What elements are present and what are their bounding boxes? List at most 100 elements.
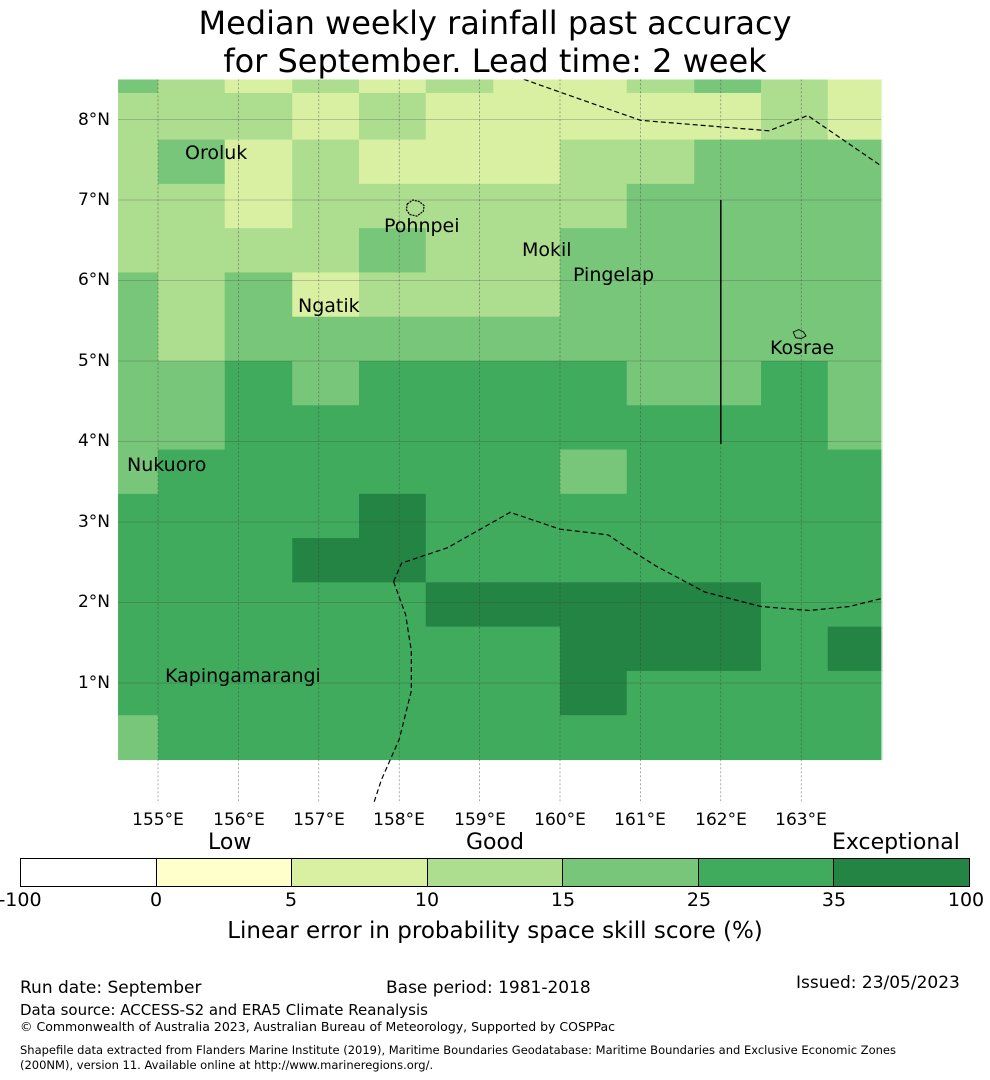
skill-cell: [827, 79, 883, 94]
skill-cell: [292, 139, 360, 185]
skill-cell: [761, 183, 829, 229]
skill-cell: [560, 92, 628, 141]
eez-boundary-north: [523, 78, 882, 167]
skill-cell: [359, 493, 427, 539]
skill-cell: [425, 183, 494, 229]
skill-cell: [158, 228, 226, 274]
skill-cell: [827, 405, 883, 451]
skill-cell: [224, 79, 293, 94]
skill-cell: [117, 670, 159, 716]
skill-cell: [626, 493, 695, 539]
legend-tick: 5: [284, 889, 298, 911]
skill-cell: [694, 92, 762, 141]
skill-cell: [224, 670, 293, 716]
skill-cell: [493, 228, 561, 274]
skill-cell: [158, 405, 226, 451]
skill-cell: [493, 405, 561, 451]
skill-cell: [359, 715, 427, 761]
skill-cell: [117, 92, 159, 141]
skill-cell: [694, 405, 762, 451]
skill-cell: [694, 272, 762, 318]
legend-tick: 25: [686, 889, 712, 911]
skill-cell: [761, 493, 829, 539]
skill-cell: [626, 715, 695, 761]
skill-cell: [560, 405, 628, 451]
skill-cell: [761, 715, 829, 761]
skill-cell: [425, 272, 494, 318]
skill-cell: [425, 626, 494, 672]
skill-cell: [425, 139, 494, 185]
skill-cell: [292, 670, 360, 716]
skill-cell: [694, 139, 762, 185]
skill-cell: [425, 449, 494, 495]
place-label-ngatik: Ngatik: [298, 295, 360, 317]
skill-cell: [425, 715, 494, 761]
skill-cell: [158, 139, 226, 185]
skill-cell: [292, 582, 360, 628]
skill-cell: [117, 405, 159, 451]
skill-cell: [425, 670, 494, 716]
skill-cell: [493, 361, 561, 406]
skill-cell: [560, 493, 628, 539]
legend-tick: 15: [550, 889, 576, 911]
kosrae-island-outline: [792, 329, 807, 339]
eez-boundary-south: [393, 511, 882, 612]
lat-label-5n: 5°N: [77, 351, 110, 371]
skill-cell: [117, 79, 159, 94]
skill-cell: [224, 316, 293, 362]
lat-label-6n: 6°N: [77, 270, 110, 290]
skill-cell: [694, 361, 762, 406]
skill-cell: [425, 79, 494, 94]
place-label-pingelap: Pingelap: [573, 264, 655, 286]
lon-label-157e: 157°E: [293, 810, 345, 830]
pohnpei-island-outline: [405, 199, 425, 217]
place-label-oroluk: Oroluk: [185, 142, 248, 164]
skill-cell: [425, 228, 494, 274]
skill-cell: [694, 228, 762, 274]
skill-cell: [761, 361, 829, 406]
skill-cell: [425, 405, 494, 451]
skill-cell: [827, 316, 883, 362]
skill-cell: [117, 139, 159, 185]
lon-label-159e: 159°E: [454, 810, 506, 830]
skill-cell: [493, 316, 561, 362]
skill-cell: [626, 228, 695, 274]
skill-cell: [224, 92, 293, 141]
skill-cell: [694, 316, 762, 362]
skill-cell: [560, 449, 628, 495]
skill-cell: [560, 272, 628, 318]
skill-cell: [493, 92, 561, 141]
legend-tick: -100: [0, 889, 42, 911]
skill-cell: [117, 361, 159, 406]
skill-cell: [761, 626, 829, 672]
skill-cell: [425, 361, 494, 406]
skill-cell: [425, 538, 494, 583]
skill-cell: [694, 493, 762, 539]
skill-cell: [694, 538, 762, 583]
skill-cell: [117, 582, 159, 628]
skill-cell: [158, 538, 226, 583]
skill-cell: [292, 626, 360, 672]
skill-cell: [158, 582, 226, 628]
skill-cell: [493, 626, 561, 672]
skill-cell: [493, 670, 561, 716]
skill-cell: [117, 538, 159, 583]
skill-cell: [359, 92, 427, 141]
lat-label-7n: 7°N: [77, 190, 110, 210]
skill-cell: [158, 92, 226, 141]
skill-cell: [626, 139, 695, 185]
skill-cell: [761, 670, 829, 716]
skill-cell: [359, 449, 427, 495]
skill-cell: [292, 361, 360, 406]
skill-cell: [425, 92, 494, 141]
skill-cell: [158, 361, 226, 406]
skill-cell: [292, 449, 360, 495]
skill-cell: [359, 139, 427, 185]
legend-category-exceptional: Exceptional: [832, 830, 960, 855]
skill-cell: [761, 316, 829, 362]
legend-swatch-6: [698, 859, 835, 886]
skill-cell: [359, 670, 427, 716]
lon-label-162e: 162°E: [695, 810, 747, 830]
skill-cell: [359, 228, 427, 274]
skill-cell: [425, 316, 494, 362]
